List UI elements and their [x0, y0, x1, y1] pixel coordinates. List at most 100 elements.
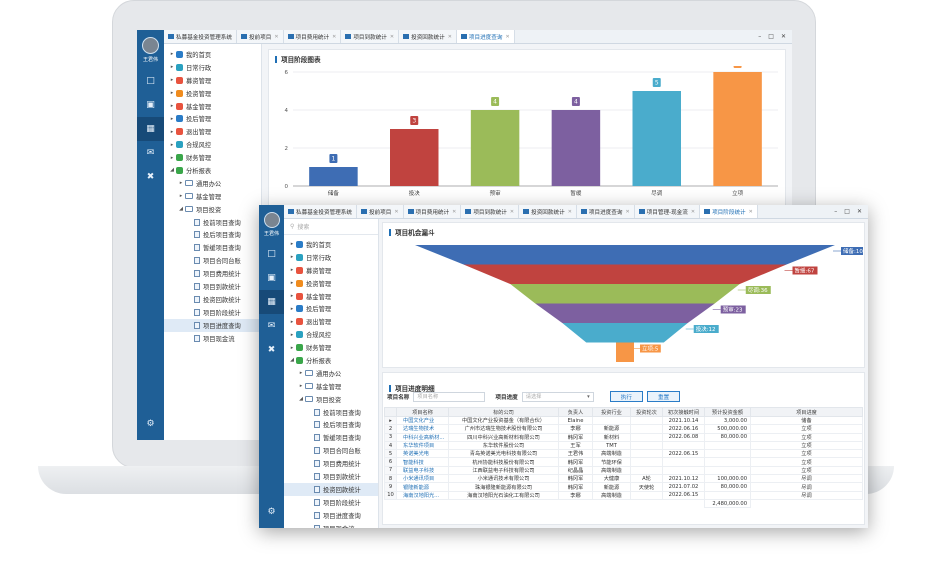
- project-name-link[interactable]: 银隆新能源: [396, 482, 449, 492]
- search-box[interactable]: ⚲ 搜索: [284, 219, 378, 235]
- close-icon[interactable]: ✕: [332, 33, 337, 40]
- column-header[interactable]: 投资行业: [592, 407, 631, 417]
- table-row[interactable]: 2 达瑞生物技术 广州市达瑞生物技术股份有限公司 李娜 新能源 2022.06.16 500…: [384, 424, 863, 434]
- table-row[interactable]: 6 智能科技 杭州协能科技股份有限公司 韩冈军 节能环保 立项: [384, 457, 863, 467]
- tree-item[interactable]: 项目现金流: [164, 332, 261, 345]
- tree-item[interactable]: 项目合同台账: [284, 444, 378, 457]
- tree-item[interactable]: ◢ 分析报表: [164, 164, 261, 177]
- settings-icon[interactable]: ⚙: [267, 507, 276, 517]
- project-name-link[interactable]: 智能科技: [396, 457, 449, 467]
- tree-item[interactable]: ◢ 项目投资: [284, 393, 378, 406]
- tree-item[interactable]: 项目进度查询: [164, 318, 261, 332]
- project-name-input[interactable]: 项目名称: [413, 391, 486, 402]
- tab-0[interactable]: 私募基金投资管理系统: [164, 30, 237, 43]
- reset-button[interactable]: 重置: [646, 391, 681, 402]
- maximize-icon[interactable]: □: [844, 208, 850, 215]
- close-icon[interactable]: ✕: [567, 208, 572, 215]
- tree-item[interactable]: ▸ 基金管理: [284, 380, 378, 393]
- column-header[interactable]: 初次接触时间: [662, 407, 705, 417]
- tree-item[interactable]: ▸ 我的首页: [164, 48, 261, 61]
- project-name-link[interactable]: 联益电子科技: [396, 465, 449, 476]
- close-icon[interactable]: ✕: [447, 33, 452, 40]
- close-icon[interactable]: ✕: [625, 208, 630, 215]
- tab-6[interactable]: 项目管理-现金流 ✕: [634, 205, 701, 218]
- tools-icon[interactable]: ✖: [267, 345, 276, 355]
- tree-item[interactable]: ▸ 财务管理: [164, 151, 261, 164]
- close-icon[interactable]: ✕: [274, 33, 279, 40]
- tree-item[interactable]: ▸ 投资管理: [164, 87, 261, 100]
- tree-item[interactable]: ▸ 通用办公: [284, 367, 378, 380]
- tools-icon[interactable]: ✖: [146, 172, 155, 182]
- column-header[interactable]: 预计投资金额: [704, 407, 751, 417]
- table-row[interactable]: 10 海南汉地阳光... 海南汉地阳光石油化工有限公司 李娜 高端制造 2022.06.1…: [384, 490, 863, 500]
- minimize-icon[interactable]: –: [758, 33, 762, 40]
- project-name-link[interactable]: 达瑞生物技术: [396, 424, 449, 434]
- mail-icon[interactable]: ✉: [146, 148, 155, 158]
- column-header[interactable]: 标的公司: [448, 407, 559, 417]
- tree-item[interactable]: ▸ 我的首页: [284, 238, 378, 251]
- tab-5[interactable]: 项目进度查询 ✕: [456, 30, 515, 43]
- message-icon[interactable]: □: [267, 249, 276, 259]
- avatar[interactable]: [142, 37, 159, 54]
- tree-item[interactable]: 暂缓项目查询: [284, 431, 378, 444]
- tree-item[interactable]: ▸ 投资管理: [284, 277, 378, 290]
- tab-2[interactable]: 项目费用统计 ✕: [403, 205, 462, 218]
- close-icon[interactable]: ✕: [394, 208, 399, 215]
- table-row[interactable]: 8 小米通讯项目 小米通讯技术有限公司 韩冈军 大健康 A轮 2021.10.12 100,0…: [384, 474, 863, 484]
- close-icon[interactable]: ✕: [509, 208, 515, 215]
- tree-item[interactable]: ▸ 募资管理: [284, 264, 378, 277]
- tab-7[interactable]: 项目阶段统计 ✕: [700, 205, 758, 218]
- tree-item[interactable]: 项目到款统计: [284, 470, 378, 483]
- tree-item[interactable]: ▸ 基金管理: [164, 100, 261, 113]
- tree-item[interactable]: 项目进度查询: [284, 509, 378, 522]
- tree-item[interactable]: ▸ 募资管理: [164, 74, 261, 87]
- tree-item[interactable]: 项目合同台账: [164, 254, 261, 267]
- tab-3[interactable]: 项目到款统计 ✕: [341, 30, 400, 43]
- execute-button[interactable]: 执行: [609, 391, 643, 402]
- close-icon[interactable]: ✕: [389, 33, 395, 40]
- tree-item[interactable]: ▸ 合规风控: [164, 138, 261, 151]
- monitor-icon[interactable]: ▣: [146, 100, 155, 110]
- tree-item[interactable]: 项目费用统计: [164, 267, 261, 280]
- project-name-link[interactable]: 中国文化产业: [396, 415, 449, 426]
- tree-item[interactable]: ▸ 合规风控: [284, 328, 378, 341]
- tree-item[interactable]: 投后项目查询: [164, 228, 261, 241]
- tab-0[interactable]: 私募基金投资管理系统: [284, 205, 357, 218]
- tab-2[interactable]: 项目费用统计 ✕: [283, 30, 342, 43]
- dashboard-icon[interactable]: ▦: [259, 290, 284, 314]
- tab-4[interactable]: 投资回款统计 ✕: [399, 30, 457, 43]
- tree-item[interactable]: ▸ 退出管理: [164, 125, 261, 138]
- project-name-link[interactable]: 海南汉地阳光...: [396, 490, 449, 500]
- tree-item[interactable]: ▸ 基金管理: [284, 290, 378, 303]
- tab-4[interactable]: 投资回款统计 ✕: [519, 205, 577, 218]
- tree-item[interactable]: 投资回款统计: [284, 482, 378, 496]
- project-name-link[interactable]: 英诺美光电: [396, 449, 449, 459]
- tab-5[interactable]: 项目进度查询 ✕: [576, 205, 635, 218]
- table-row[interactable]: 5 英诺美光电 青岛英诺美光电科技有限公司 王君伟 高端制造 2022.06.15 立项: [384, 449, 863, 459]
- project-name-link[interactable]: 中科兴业高新材...: [396, 432, 449, 442]
- tree-item[interactable]: ▸ 投后管理: [284, 302, 378, 315]
- tree-item[interactable]: ◢ 项目投资: [164, 203, 261, 216]
- tree-item[interactable]: 项目阶段统计: [284, 496, 378, 509]
- table-row[interactable]: 9 银隆新能源 珠海银隆新能源有限公司 韩冈军 新能源 天使轮 2021.07.02 80,0…: [384, 482, 863, 492]
- table-row[interactable]: 3 中科兴业高新材... 四川中科兴业高新材料有限公司 韩冈军 新材料 2022.06.0…: [384, 432, 863, 442]
- progress-select[interactable]: 请选择 ▾: [521, 391, 594, 402]
- tree-item[interactable]: 项目现金流: [284, 522, 378, 528]
- tree-item[interactable]: ◢ 分析报表: [284, 354, 378, 367]
- minimize-icon[interactable]: –: [834, 208, 838, 215]
- tree-item[interactable]: ▸ 退出管理: [284, 315, 378, 328]
- column-header[interactable]: [384, 407, 397, 417]
- column-header[interactable]: 投资轮次: [630, 407, 663, 417]
- tab-1[interactable]: 投前项目 ✕: [356, 205, 404, 218]
- table-row[interactable]: 7 联益电子科技 江西联益电子科技有限公司 纪晶晶 高端制造 立项: [384, 465, 863, 476]
- close-icon[interactable]: ✕: [780, 33, 786, 40]
- tree-item[interactable]: ▸ 基金管理: [164, 190, 261, 203]
- tree-item[interactable]: 暂缓项目查询: [164, 241, 261, 254]
- close-icon[interactable]: ✕: [748, 208, 753, 215]
- tab-1[interactable]: 投前项目 ✕: [236, 30, 284, 43]
- avatar[interactable]: [263, 212, 280, 228]
- tree-item[interactable]: 项目费用统计: [284, 457, 378, 470]
- maximize-icon[interactable]: □: [768, 33, 774, 40]
- message-icon[interactable]: □: [146, 76, 155, 86]
- tab-3[interactable]: 项目到款统计 ✕: [461, 205, 520, 218]
